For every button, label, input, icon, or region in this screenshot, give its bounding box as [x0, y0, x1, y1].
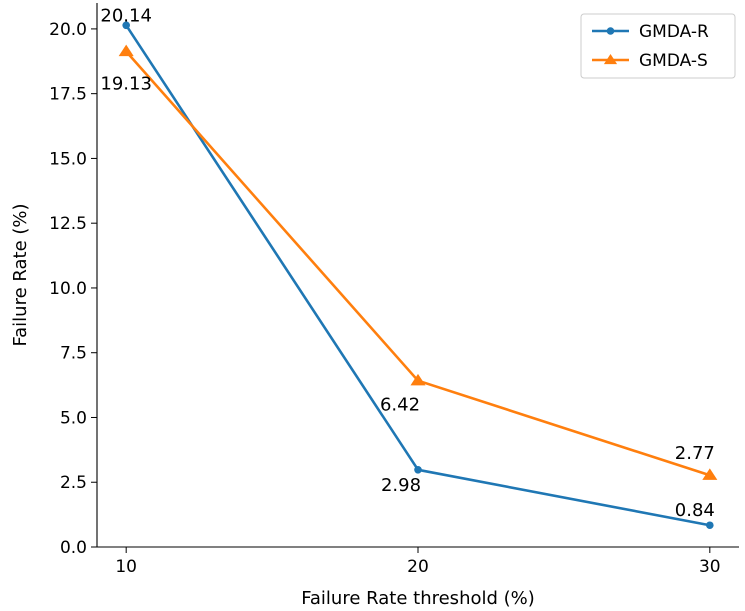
x-tick-label: 30 — [699, 557, 721, 577]
series-layer — [118, 21, 718, 530]
y-tick-label: 17.5 — [49, 85, 87, 105]
data-point-gmda-s — [118, 44, 134, 57]
data-label-gmda-s: 2.77 — [675, 443, 715, 464]
legend: GMDA-R GMDA-S — [580, 13, 736, 79]
y-tick-label: 0.0 — [60, 538, 87, 558]
data-label-gmda-r: 2.98 — [381, 475, 421, 496]
y-axis-label: Failure Rate (%) — [10, 203, 31, 346]
plot-area: 0.0 2.5 5.0 7.5 10.0 12.5 15.0 17.5 20.0 10 20 30 — [49, 3, 739, 577]
y-tick-label: 12.5 — [49, 214, 87, 234]
data-label-gmda-s: 19.13 — [100, 73, 152, 94]
x-tick-label: 20 — [407, 557, 429, 577]
data-label-layer: 20.14 2.98 0.84 19.13 6.42 2.77 — [100, 5, 714, 521]
data-point-gmda-s — [702, 468, 718, 480]
x-tick-label: 10 — [115, 557, 137, 577]
series-line-gmda-r — [124, 23, 712, 527]
legend-marker-gmda-s — [603, 54, 618, 65]
data-point-gmda-r — [122, 21, 130, 30]
data-label-gmda-s: 6.42 — [380, 395, 420, 416]
y-tick-label: 5.0 — [60, 408, 87, 428]
legend-label-gmda-s: GMDA-S — [639, 51, 708, 71]
legend-label-gmda-r: GMDA-R — [639, 22, 709, 42]
y-tick-label: 10.0 — [49, 279, 87, 299]
y-tick-label: 20.0 — [49, 20, 87, 40]
y-tick-label: 7.5 — [60, 344, 87, 364]
x-axis-label: Failure Rate threshold (%) — [301, 588, 535, 609]
data-point-gmda-s — [410, 373, 426, 386]
y-tick-label: 2.5 — [60, 473, 87, 493]
data-label-gmda-r: 20.14 — [100, 5, 152, 26]
data-point-gmda-r — [706, 521, 714, 530]
y-tick-label: 15.0 — [49, 149, 87, 169]
data-point-gmda-r — [414, 466, 422, 474]
data-label-gmda-r: 0.84 — [675, 500, 715, 521]
legend-marker-gmda-r — [606, 27, 615, 35]
